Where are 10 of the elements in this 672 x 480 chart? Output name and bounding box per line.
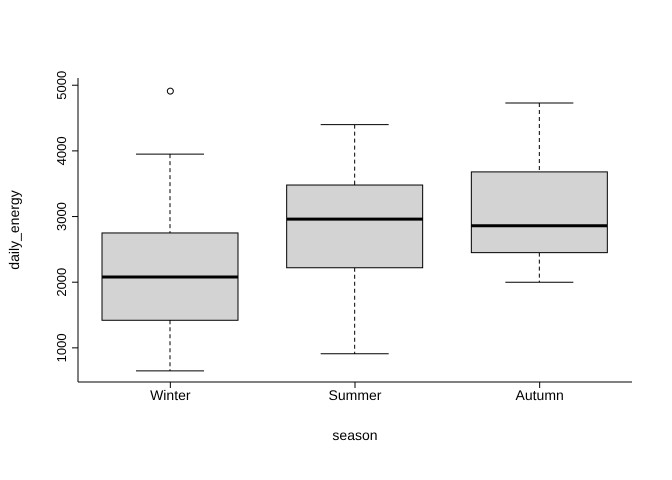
x-tick-label: Summer	[328, 386, 382, 403]
y-tick-label: 1000	[54, 333, 69, 362]
x-axis-title: season	[332, 427, 378, 443]
x-tick-label: Autumn	[516, 386, 564, 403]
y-tick-label: 3000	[54, 202, 69, 231]
y-tick-label: 2000	[54, 268, 69, 297]
y-tick-label: 5000	[54, 70, 69, 100]
y-tick-label: 4000	[54, 136, 69, 166]
x-tick-label: Winter	[150, 386, 191, 403]
y-axis-title: daily_energy	[6, 190, 22, 270]
